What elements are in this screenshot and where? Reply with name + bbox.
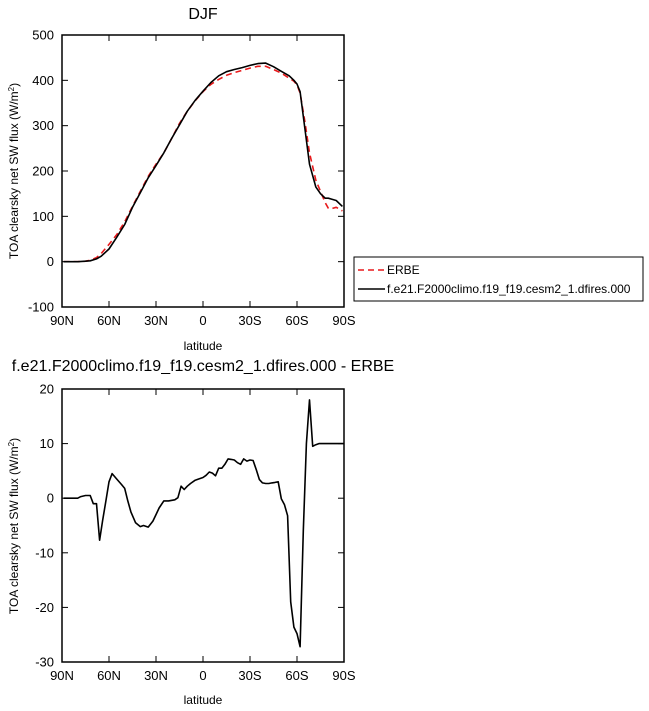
bottom-series-lines	[63, 399, 344, 648]
top-y-axis-label: TOA clearsky net SW flux (W/m2)	[7, 83, 22, 259]
bottom-y-tick-label: -20	[35, 600, 54, 615]
panel-bottom: f.e21.F2000climo.f19_f19.cesm2_1.dfires.…	[7, 358, 395, 707]
bottom-x-tick-label: 60N	[97, 668, 121, 683]
top-y-tick-label: 400	[32, 73, 54, 88]
top-x-tick-label: 60S	[285, 313, 308, 328]
bottom-ticks: 90N 60N 30N 0 30S 60S 90S -30 -20 -10 0 10 20	[35, 382, 356, 684]
top-series-line-1	[63, 62, 343, 263]
bottom-x-tick-label: 30S	[238, 668, 261, 683]
top-y-tick-label: 500	[32, 28, 54, 43]
top-y-tick-label: -100	[28, 300, 54, 315]
bottom-y-tick-label: -10	[35, 545, 54, 560]
top-y-tick-label: 300	[32, 118, 54, 133]
bottom-series-line-0	[63, 399, 344, 648]
bottom-plot-frame	[61, 388, 345, 663]
top-series-lines	[63, 62, 343, 263]
top-x-tick-label: 90N	[50, 313, 74, 328]
bottom-x-tick-label: 90N	[50, 668, 74, 683]
top-y-tick-label: 100	[32, 209, 54, 224]
bottom-chart-title: f.e21.F2000climo.f19_f19.cesm2_1.dfires.…	[12, 358, 394, 375]
bottom-y-tick-label: -30	[35, 655, 54, 670]
top-x-tick-label: 30S	[238, 313, 261, 328]
bottom-y-axis-label: TOA clearsky net SW flux (W/m2)	[7, 438, 22, 614]
top-y-tick-label: 200	[32, 164, 54, 179]
bottom-x-tick-label: 0	[199, 668, 206, 683]
top-plot-frame	[61, 34, 345, 308]
top-series-line-0	[63, 65, 343, 263]
bottom-y-tick-label: 20	[40, 382, 54, 397]
top-x-tick-label: 60N	[97, 313, 121, 328]
bottom-x-tick-label: 90S	[332, 668, 355, 683]
legend-label-model: f.e21.F2000climo.f19_f19.cesm2_1.dfires.…	[387, 282, 631, 296]
top-ticks: 90N 60N 30N 0 30S 60S 90S -100 0 100 200 300 400 500	[28, 28, 356, 329]
bottom-x-tick-label: 30N	[144, 668, 168, 683]
top-x-tick-label: 90S	[332, 313, 355, 328]
bottom-y-tick-label: 0	[47, 491, 54, 506]
legend-label-erbe: ERBE	[387, 263, 420, 277]
bottom-y-tick-label: 10	[40, 436, 54, 451]
legend: ERBE f.e21.F2000climo.f19_f19.cesm2_1.df…	[353, 256, 644, 302]
bottom-x-tick-label: 60S	[285, 668, 308, 683]
legend-box	[353, 256, 644, 302]
panel-top: DJF 90N 60N 30N 0 30S 60S 90S -100 0 100 200 300 400…	[7, 6, 356, 353]
top-chart-title: DJF	[188, 6, 218, 23]
top-x-axis-label: latitude	[184, 339, 223, 353]
top-y-tick-label: 0	[47, 254, 54, 269]
top-x-tick-label: 30N	[144, 313, 168, 328]
top-x-tick-label: 0	[199, 313, 206, 328]
bottom-x-axis-label: latitude	[184, 693, 223, 707]
